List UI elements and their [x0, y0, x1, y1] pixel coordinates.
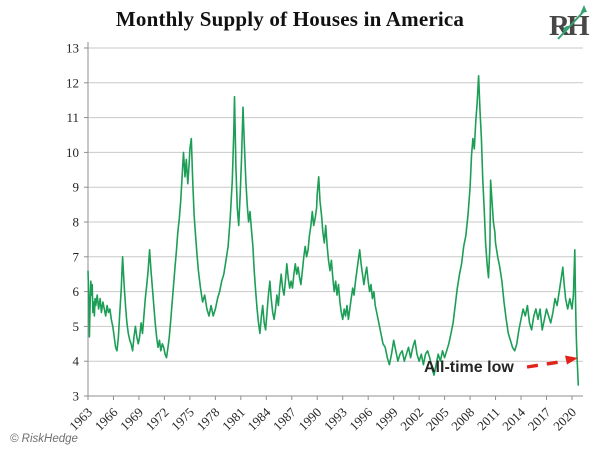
y-tick-label: 9: [73, 180, 80, 195]
x-tick-label: 1981: [219, 405, 248, 434]
y-tick-label: 5: [73, 319, 80, 334]
x-tick-label: 2011: [474, 405, 503, 434]
x-tick-label: 1969: [117, 405, 146, 434]
annotation-all-time-low: All-time low: [424, 359, 514, 376]
x-tick-label: 1972: [143, 405, 172, 434]
y-tick-label: 10: [66, 145, 79, 160]
riskhedge-logo: RH: [546, 4, 594, 42]
x-tick-label: 1990: [295, 405, 324, 434]
x-tick-label: 1987: [270, 404, 299, 433]
x-tick-label: 1999: [372, 405, 401, 434]
annotation-arrow-dashes: [526, 359, 564, 369]
chart-title: Monthly Supply of Houses in America: [115, 7, 465, 31]
y-tick-label: 8: [73, 215, 80, 230]
annotation-arrowhead: [565, 355, 578, 365]
x-tick-label: 2017: [525, 404, 554, 433]
riskhedge-logo-graphic: RH: [549, 5, 593, 42]
x-tick-label: 1996: [346, 404, 375, 433]
x-tick-label: 1966: [92, 404, 121, 433]
y-tick-label: 7: [73, 249, 80, 264]
x-tick-label: 2008: [448, 405, 477, 434]
y-tick-label: 3: [73, 389, 80, 404]
x-tick-label: 2020: [550, 405, 579, 434]
x-tick-label: 1963: [66, 405, 95, 434]
y-tick-label: 6: [73, 284, 80, 299]
y-tick-label: 13: [66, 41, 79, 56]
copyright-label: © RiskHedge: [10, 433, 78, 445]
y-tick-label: 12: [66, 75, 79, 90]
series-line: [87, 74, 580, 386]
sprout-icon: [557, 5, 587, 40]
x-tick-label: 1978: [193, 405, 222, 434]
x-tick-label: 2014: [499, 404, 528, 433]
x-tick-label: 1975: [168, 405, 197, 434]
x-tick-label: 2005: [423, 405, 452, 434]
x-tick-label: 1984: [244, 404, 273, 433]
y-tick-label: 4: [73, 354, 80, 369]
x-tick-label: 1993: [321, 405, 350, 434]
y-tick-label: 11: [66, 110, 79, 125]
line-chart: 3456789101112131963196619691972197519781…: [66, 41, 583, 434]
x-tick-label: 2002: [397, 405, 426, 434]
